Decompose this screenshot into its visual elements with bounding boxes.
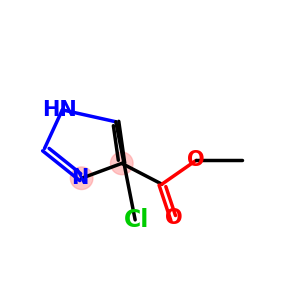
- Text: HN: HN: [42, 100, 77, 120]
- Text: O: O: [187, 150, 205, 170]
- Text: N: N: [71, 168, 89, 188]
- Circle shape: [70, 167, 93, 190]
- Circle shape: [110, 152, 133, 175]
- Text: Cl: Cl: [124, 208, 149, 232]
- Text: O: O: [165, 208, 183, 228]
